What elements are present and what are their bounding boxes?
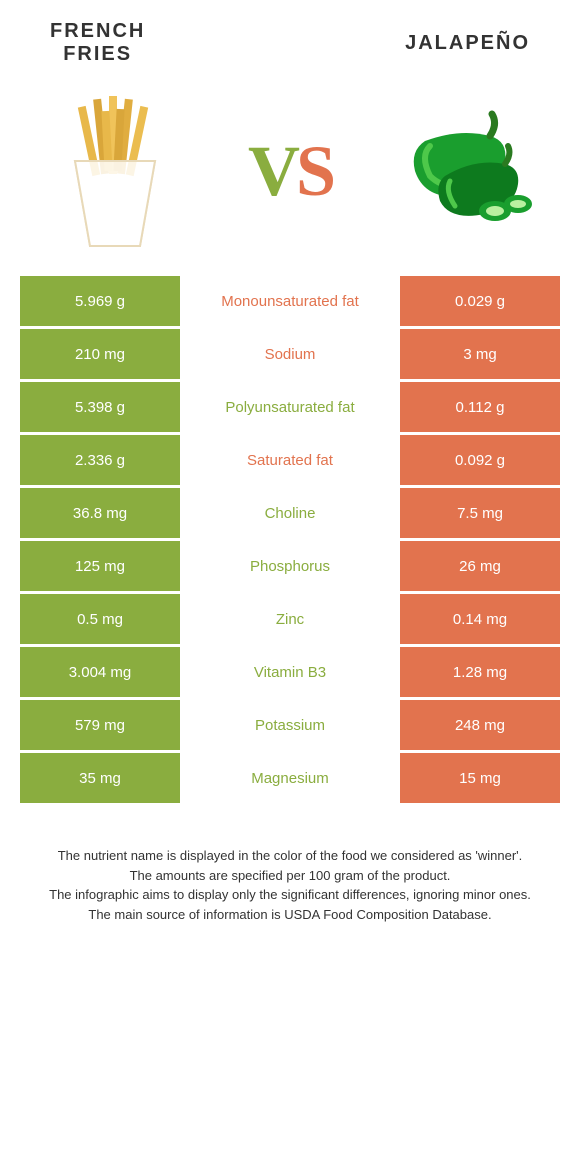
nutrient-label: Vitamin B3 [180, 647, 400, 697]
nutrient-label: Sodium [180, 329, 400, 379]
title-line: FRIES [50, 43, 145, 66]
right-food-title: JALAPEÑO [405, 32, 530, 55]
vs-v: V [248, 131, 296, 211]
footer-line: The amounts are specified per 100 gram o… [30, 866, 550, 886]
right-value: 0.112 g [400, 382, 560, 432]
left-value: 5.398 g [20, 382, 180, 432]
vs-label: VS [248, 130, 332, 213]
images-row: VS [0, 76, 580, 276]
left-value: 210 mg [20, 329, 180, 379]
header: FRENCH FRIES JALAPEÑO [0, 0, 580, 76]
table-row: 5.398 gPolyunsaturated fat0.112 g [20, 382, 560, 432]
right-value: 0.092 g [400, 435, 560, 485]
jalapeno-image [390, 91, 540, 251]
fries-image [40, 91, 190, 251]
left-value: 5.969 g [20, 276, 180, 326]
nutrient-label: Potassium [180, 700, 400, 750]
left-food-title: FRENCH FRIES [50, 20, 145, 66]
left-value: 36.8 mg [20, 488, 180, 538]
footer-line: The main source of information is USDA F… [30, 905, 550, 925]
footer-line: The nutrient name is displayed in the co… [30, 846, 550, 866]
left-value: 3.004 mg [20, 647, 180, 697]
vs-s: S [296, 131, 332, 211]
right-value: 248 mg [400, 700, 560, 750]
table-row: 3.004 mgVitamin B31.28 mg [20, 647, 560, 697]
right-value: 3 mg [400, 329, 560, 379]
left-value: 125 mg [20, 541, 180, 591]
comparison-table: 5.969 gMonounsaturated fat0.029 g210 mgS… [0, 276, 580, 803]
nutrient-label: Phosphorus [180, 541, 400, 591]
nutrient-label: Polyunsaturated fat [180, 382, 400, 432]
left-value: 579 mg [20, 700, 180, 750]
table-row: 2.336 gSaturated fat0.092 g [20, 435, 560, 485]
nutrient-label: Magnesium [180, 753, 400, 803]
left-value: 0.5 mg [20, 594, 180, 644]
table-row: 579 mgPotassium248 mg [20, 700, 560, 750]
right-value: 15 mg [400, 753, 560, 803]
table-row: 35 mgMagnesium15 mg [20, 753, 560, 803]
left-value: 2.336 g [20, 435, 180, 485]
right-value: 1.28 mg [400, 647, 560, 697]
nutrient-label: Saturated fat [180, 435, 400, 485]
title-line: FRENCH [50, 20, 145, 43]
right-value: 7.5 mg [400, 488, 560, 538]
table-row: 0.5 mgZinc0.14 mg [20, 594, 560, 644]
left-value: 35 mg [20, 753, 180, 803]
table-row: 5.969 gMonounsaturated fat0.029 g [20, 276, 560, 326]
right-value: 0.14 mg [400, 594, 560, 644]
right-value: 0.029 g [400, 276, 560, 326]
table-row: 36.8 mgCholine7.5 mg [20, 488, 560, 538]
nutrient-label: Zinc [180, 594, 400, 644]
table-row: 210 mgSodium3 mg [20, 329, 560, 379]
footer-notes: The nutrient name is displayed in the co… [0, 806, 580, 944]
table-row: 125 mgPhosphorus26 mg [20, 541, 560, 591]
nutrient-label: Choline [180, 488, 400, 538]
footer-line: The infographic aims to display only the… [30, 885, 550, 905]
right-value: 26 mg [400, 541, 560, 591]
nutrient-label: Monounsaturated fat [180, 276, 400, 326]
